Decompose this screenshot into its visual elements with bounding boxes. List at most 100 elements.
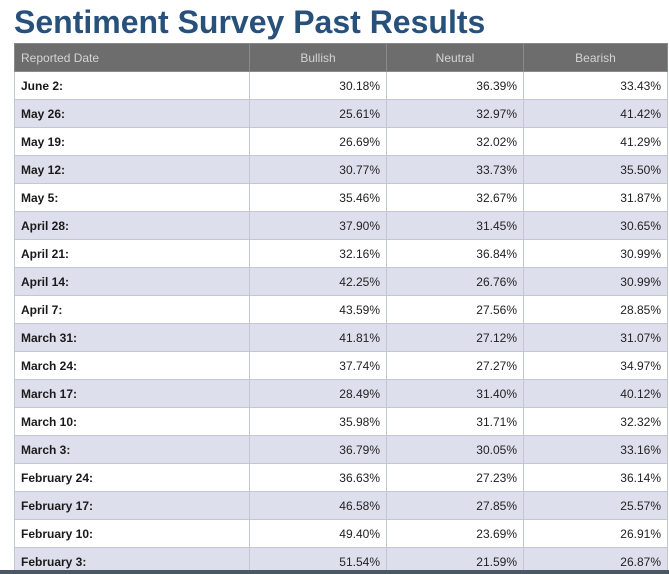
table-row: May 26: 25.61% 32.97% 41.42% xyxy=(14,99,668,128)
neutral-cell: 36.39% xyxy=(386,71,524,100)
table-row: April 28: 37.90% 31.45% 30.65% xyxy=(14,211,668,240)
bearish-cell: 31.87% xyxy=(523,183,668,212)
table-row: February 17: 46.58% 27.85% 25.57% xyxy=(14,491,668,520)
bearish-cell: 33.43% xyxy=(523,71,668,100)
table-row: April 7: 43.59% 27.56% 28.85% xyxy=(14,295,668,324)
bearish-cell: 32.32% xyxy=(523,407,668,436)
bullish-cell: 42.25% xyxy=(249,267,387,296)
bearish-cell: 30.65% xyxy=(523,211,668,240)
table-row: March 31: 41.81% 27.12% 31.07% xyxy=(14,323,668,352)
bearish-cell: 30.99% xyxy=(523,267,668,296)
table-row: March 24: 37.74% 27.27% 34.97% xyxy=(14,351,668,380)
reported-date-cell: February 24: xyxy=(14,463,250,492)
table-row: May 12: 30.77% 33.73% 35.50% xyxy=(14,155,668,184)
neutral-cell: 32.02% xyxy=(386,127,524,156)
bullish-cell: 49.40% xyxy=(249,519,387,548)
reported-date-cell: February 3: xyxy=(14,547,250,574)
reported-date-cell: March 31: xyxy=(14,323,250,352)
neutral-cell: 31.71% xyxy=(386,407,524,436)
bullish-cell: 25.61% xyxy=(249,99,387,128)
table-row: February 10: 49.40% 23.69% 26.91% xyxy=(14,519,668,548)
reported-date-cell: April 28: xyxy=(14,211,250,240)
reported-date-cell: March 3: xyxy=(14,435,250,464)
table-row: March 17: 28.49% 31.40% 40.12% xyxy=(14,379,668,408)
reported-date-cell: May 19: xyxy=(14,127,250,156)
neutral-cell: 27.85% xyxy=(386,491,524,520)
bullish-cell: 28.49% xyxy=(249,379,387,408)
bullish-cell: 30.77% xyxy=(249,155,387,184)
results-table: Reported Date Bullish Neutral Bearish Ju… xyxy=(14,43,668,574)
bearish-cell: 33.16% xyxy=(523,435,668,464)
bullish-cell: 36.79% xyxy=(249,435,387,464)
column-header-bullish: Bullish xyxy=(249,43,387,72)
column-header-bearish: Bearish xyxy=(523,43,668,72)
results-table-container: Reported Date Bullish Neutral Bearish Ju… xyxy=(14,43,668,574)
reported-date-cell: April 7: xyxy=(14,295,250,324)
table-body: June 2: 30.18% 36.39% 33.43% May 26: 25.61% 32… xyxy=(14,71,668,574)
table-row: June 2: 30.18% 36.39% 33.43% xyxy=(14,71,668,100)
table-header-row: Reported Date Bullish Neutral Bearish xyxy=(14,43,668,72)
bearish-cell: 41.42% xyxy=(523,99,668,128)
column-header-reported-date: Reported Date xyxy=(14,43,250,72)
reported-date-cell: February 17: xyxy=(14,491,250,520)
neutral-cell: 27.12% xyxy=(386,323,524,352)
bullish-cell: 36.63% xyxy=(249,463,387,492)
bearish-cell: 41.29% xyxy=(523,127,668,156)
bearish-cell: 28.85% xyxy=(523,295,668,324)
bullish-cell: 35.46% xyxy=(249,183,387,212)
table-row: April 21: 32.16% 36.84% 30.99% xyxy=(14,239,668,268)
table-row: February 24: 36.63% 27.23% 36.14% xyxy=(14,463,668,492)
bullish-cell: 30.18% xyxy=(249,71,387,100)
bullish-cell: 32.16% xyxy=(249,239,387,268)
neutral-cell: 31.40% xyxy=(386,379,524,408)
neutral-cell: 26.76% xyxy=(386,267,524,296)
neutral-cell: 27.23% xyxy=(386,463,524,492)
reported-date-cell: May 26: xyxy=(14,99,250,128)
bullish-cell: 37.74% xyxy=(249,351,387,380)
reported-date-cell: March 17: xyxy=(14,379,250,408)
bearish-cell: 26.91% xyxy=(523,519,668,548)
bearish-cell: 26.87% xyxy=(523,547,668,574)
table-row: March 3: 36.79% 30.05% 33.16% xyxy=(14,435,668,464)
bullish-cell: 37.90% xyxy=(249,211,387,240)
reported-date-cell: April 21: xyxy=(14,239,250,268)
neutral-cell: 31.45% xyxy=(386,211,524,240)
neutral-cell: 32.67% xyxy=(386,183,524,212)
bullish-cell: 26.69% xyxy=(249,127,387,156)
column-header-neutral: Neutral xyxy=(386,43,524,72)
table-row: May 19: 26.69% 32.02% 41.29% xyxy=(14,127,668,156)
reported-date-cell: April 14: xyxy=(14,267,250,296)
bearish-cell: 25.57% xyxy=(523,491,668,520)
bearish-cell: 31.07% xyxy=(523,323,668,352)
bearish-cell: 36.14% xyxy=(523,463,668,492)
neutral-cell: 21.59% xyxy=(386,547,524,574)
neutral-cell: 27.27% xyxy=(386,351,524,380)
reported-date-cell: May 12: xyxy=(14,155,250,184)
bearish-cell: 35.50% xyxy=(523,155,668,184)
neutral-cell: 27.56% xyxy=(386,295,524,324)
bullish-cell: 35.98% xyxy=(249,407,387,436)
neutral-cell: 30.05% xyxy=(386,435,524,464)
reported-date-cell: February 10: xyxy=(14,519,250,548)
table-header: Reported Date Bullish Neutral Bearish xyxy=(14,43,668,72)
bearish-cell: 30.99% xyxy=(523,239,668,268)
table-row: February 3: 51.54% 21.59% 26.87% xyxy=(14,547,668,574)
bullish-cell: 41.81% xyxy=(249,323,387,352)
bullish-cell: 43.59% xyxy=(249,295,387,324)
page-title: Sentiment Survey Past Results xyxy=(14,4,486,40)
bearish-cell: 40.12% xyxy=(523,379,668,408)
reported-date-cell: March 10: xyxy=(14,407,250,436)
bottom-divider xyxy=(0,570,669,574)
table-row: March 10: 35.98% 31.71% 32.32% xyxy=(14,407,668,436)
neutral-cell: 23.69% xyxy=(386,519,524,548)
bearish-cell: 34.97% xyxy=(523,351,668,380)
bullish-cell: 51.54% xyxy=(249,547,387,574)
table-row: April 14: 42.25% 26.76% 30.99% xyxy=(14,267,668,296)
reported-date-cell: May 5: xyxy=(14,183,250,212)
bullish-cell: 46.58% xyxy=(249,491,387,520)
table-row: May 5: 35.46% 32.67% 31.87% xyxy=(14,183,668,212)
reported-date-cell: June 2: xyxy=(14,71,250,100)
neutral-cell: 32.97% xyxy=(386,99,524,128)
neutral-cell: 33.73% xyxy=(386,155,524,184)
